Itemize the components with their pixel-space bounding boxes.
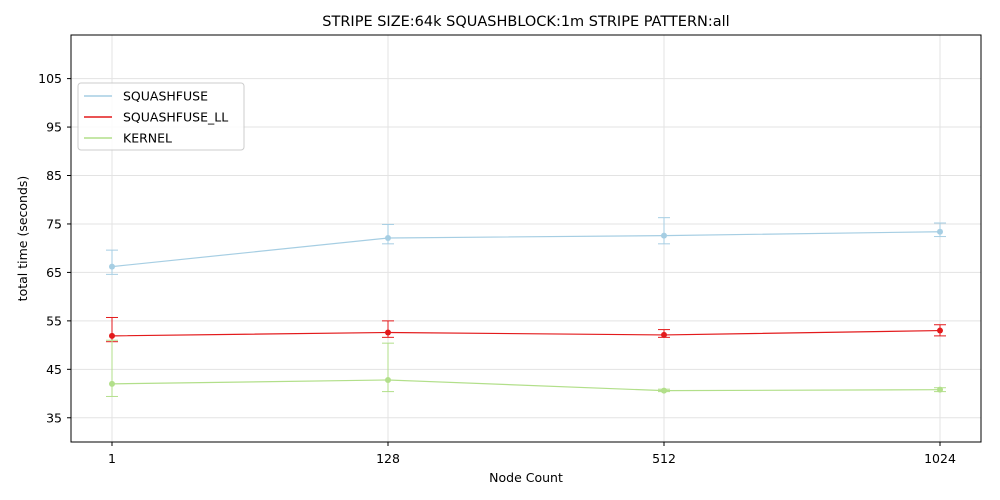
x-tick-label: 1	[108, 451, 116, 466]
legend-item: SQUASHFUSE	[84, 89, 208, 104]
legend: SQUASHFUSE SQUASHFUSE_LL KERNEL	[77, 82, 245, 151]
x-tick-label: 512	[652, 451, 676, 466]
y-tick-label: 85	[46, 168, 62, 183]
data-point	[937, 327, 943, 334]
data-point	[109, 332, 115, 339]
data-point	[109, 263, 115, 270]
y-tick-label: 95	[46, 120, 62, 135]
plot-frame	[70, 34, 982, 443]
x-tick-label: 1024	[924, 451, 956, 466]
legend-item: KERNEL	[84, 131, 172, 146]
y-tick-label: 45	[46, 362, 62, 377]
series-group	[106, 217, 946, 397]
data-point	[385, 376, 391, 383]
series-line	[111, 329, 941, 337]
data-point	[385, 329, 391, 336]
x-tick-label: 128	[376, 451, 400, 466]
y-tick-label: 65	[46, 265, 62, 280]
chart-title: STRIPE SIZE:64k SQUASHBLOCK:1m STRIPE PA…	[322, 14, 729, 30]
legend-item: SQUASHFUSE_LL	[84, 110, 228, 125]
series-line	[111, 379, 941, 392]
x-axis-label: Node Count	[489, 470, 563, 485]
data-point	[385, 235, 391, 242]
legend-label: KERNEL	[123, 131, 172, 146]
series-line	[111, 231, 941, 268]
data-point	[661, 387, 667, 394]
data-point	[661, 331, 667, 338]
data-point	[661, 232, 667, 239]
data-point	[937, 386, 943, 393]
y-tick-label: 55	[46, 313, 62, 328]
y-axis: 35 45 55 65 75 85 95 105	[38, 71, 71, 425]
data-point	[937, 228, 943, 235]
y-tick-label: 35	[46, 410, 62, 425]
legend-label: SQUASHFUSE	[123, 89, 208, 104]
series-squashfuse-ll	[106, 316, 946, 343]
data-point	[109, 380, 115, 387]
y-tick-label: 75	[46, 216, 62, 231]
x-axis: 1 128 512 1024	[108, 442, 956, 466]
series-squashfuse	[106, 217, 946, 275]
y-tick-label: 105	[38, 71, 62, 86]
legend-box	[77, 82, 245, 151]
series-kernel	[106, 339, 946, 397]
y-axis-label: total time (seconds)	[15, 176, 30, 302]
legend-label: SQUASHFUSE_LL	[123, 110, 228, 125]
